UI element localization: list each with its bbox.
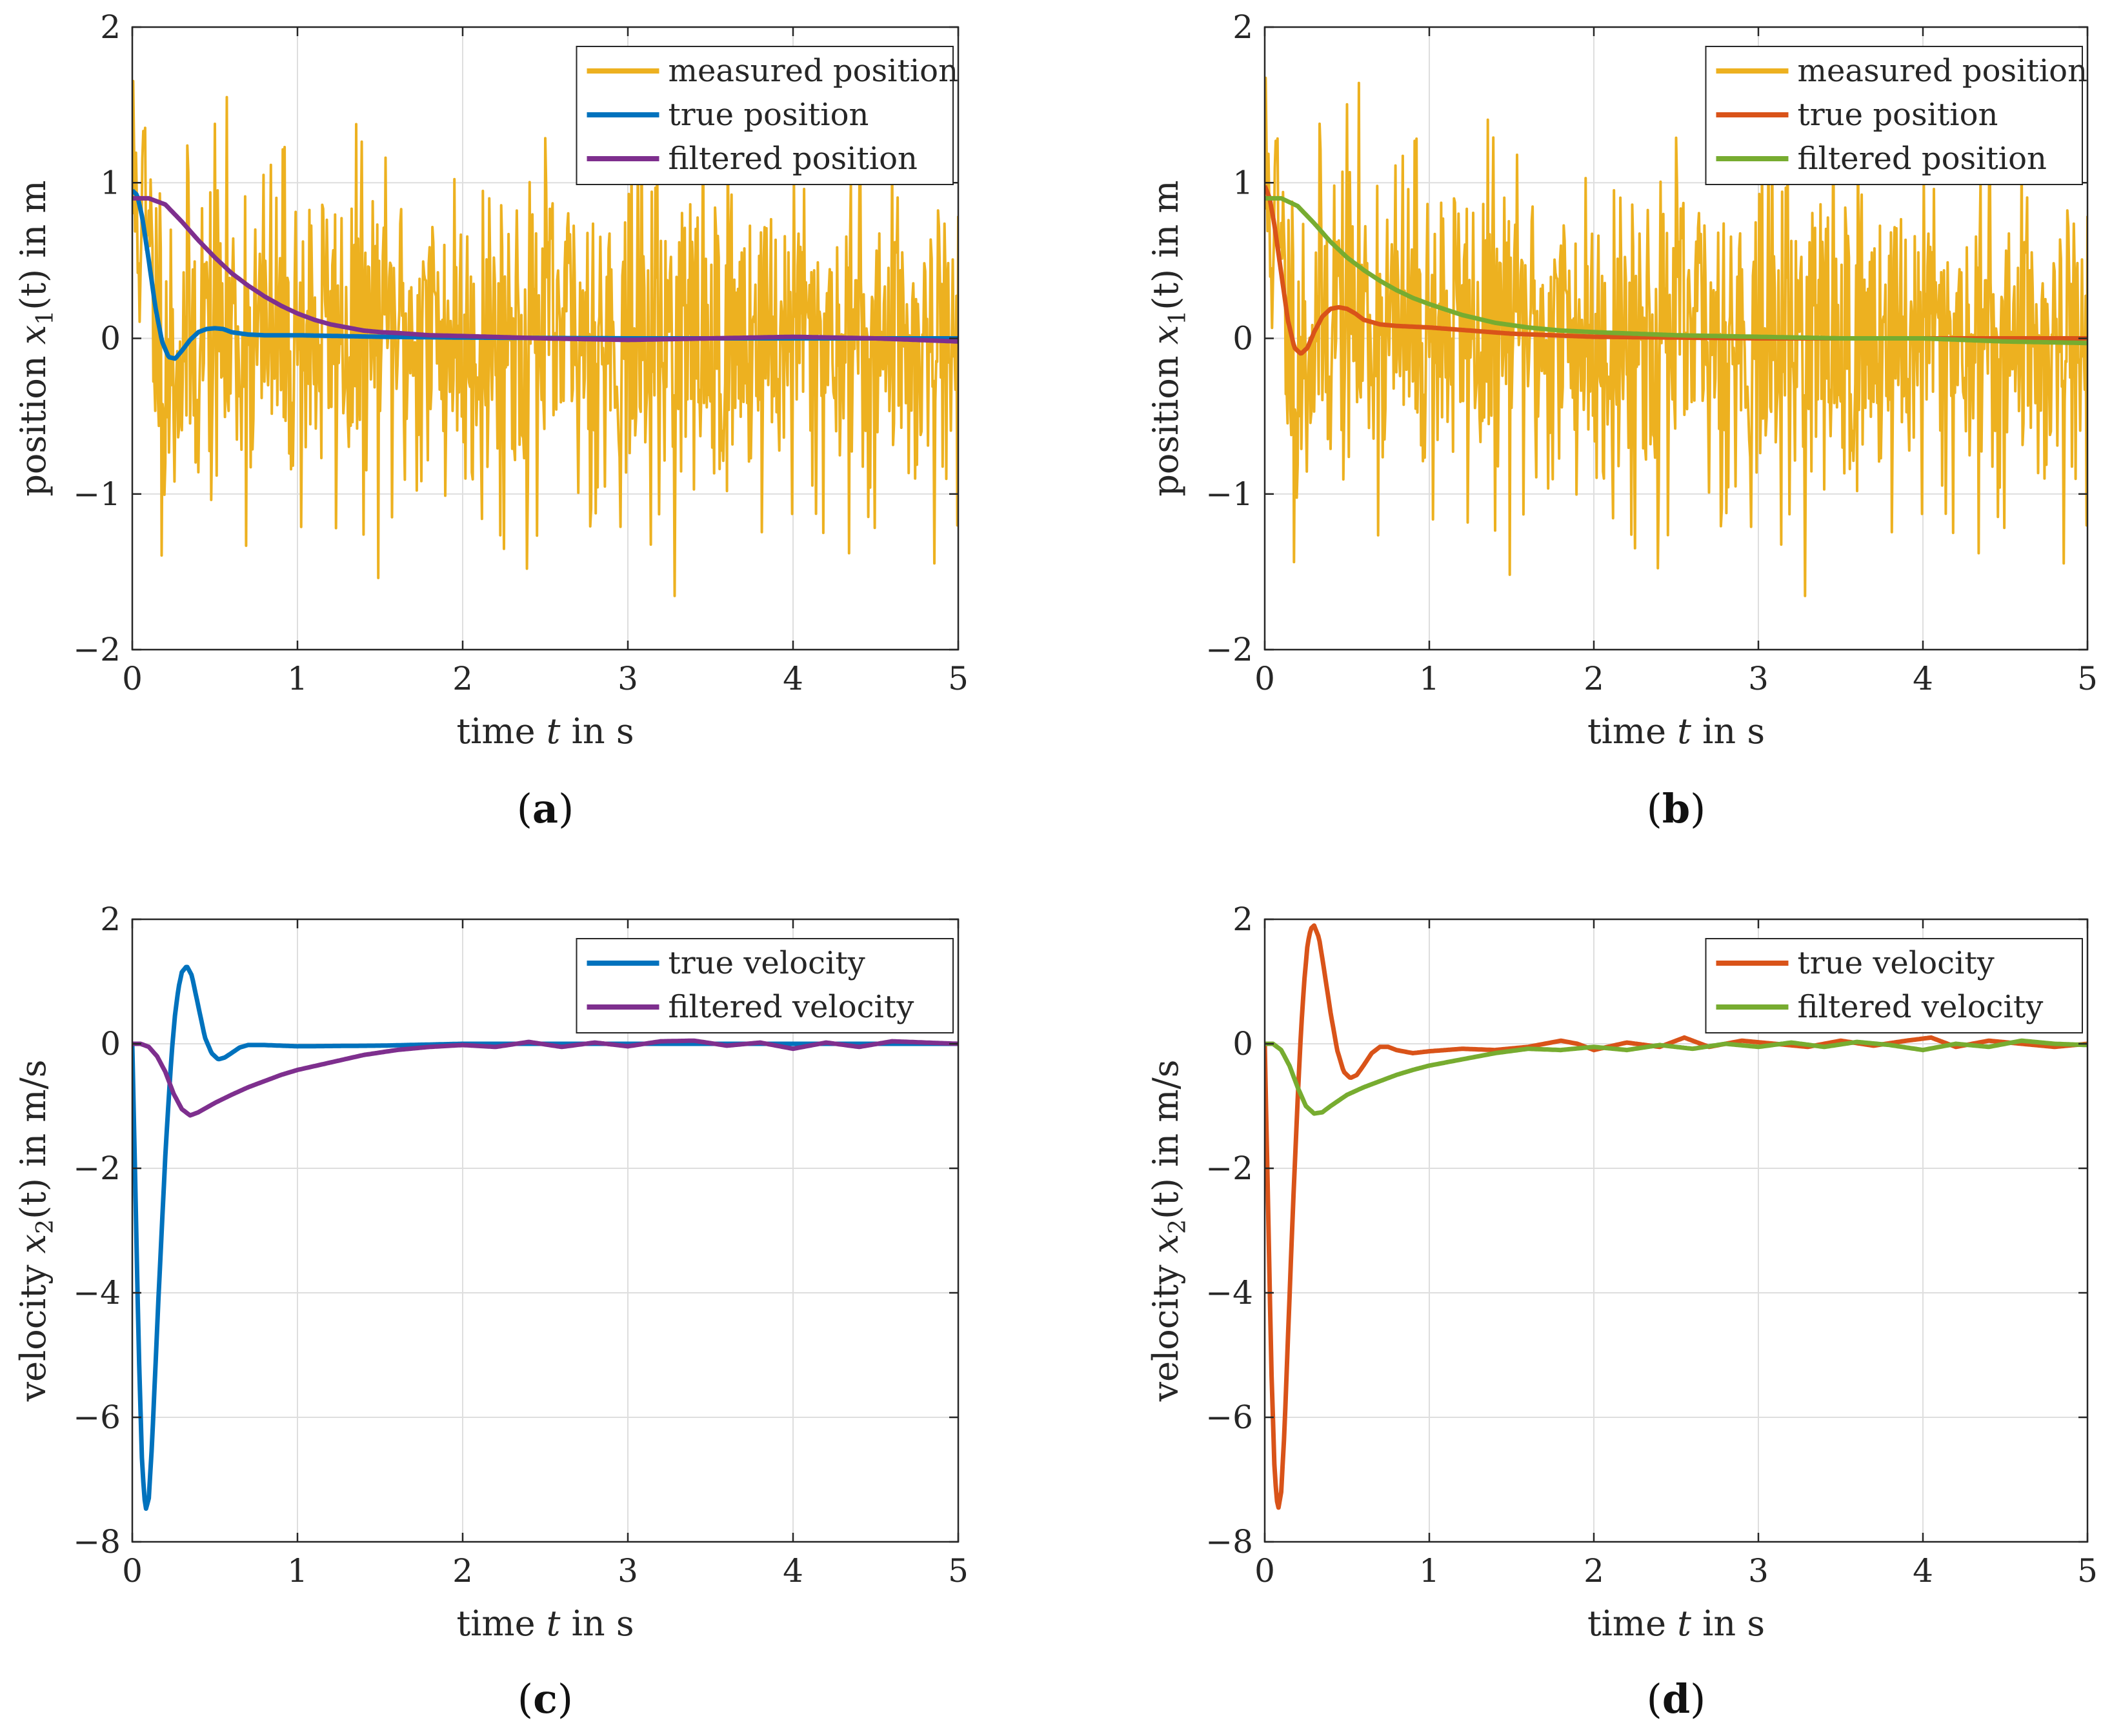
legend-entry: true velocity bbox=[669, 945, 865, 981]
y-tick-label: 1 bbox=[1232, 164, 1253, 201]
legend-entry: measured position bbox=[669, 53, 958, 89]
x-tick-label: 0 bbox=[122, 660, 143, 697]
y-tick-label: −2 bbox=[1205, 1150, 1253, 1187]
y-tick-label: −1 bbox=[1205, 475, 1253, 513]
y-tick-label: −4 bbox=[73, 1274, 121, 1312]
series-line-filtered-velocity bbox=[1265, 1038, 2087, 1116]
series-line-filtered-position bbox=[1265, 195, 2087, 346]
x-tick-label: 1 bbox=[287, 660, 308, 697]
panel-caption: (c) bbox=[518, 1675, 573, 1722]
y-tick-label: 0 bbox=[100, 320, 121, 357]
y-tick-label: 0 bbox=[100, 1025, 121, 1063]
legend-entry: true position bbox=[1798, 97, 1998, 133]
x-tick-label: 1 bbox=[1419, 660, 1440, 697]
y-tick-label: −8 bbox=[73, 1523, 121, 1561]
series-line-measured-position bbox=[1265, 76, 2087, 597]
chart-a: 0 1 2 3 4 5 −2 −1 0 1 2 time t in s position x1(t) i… bbox=[13, 8, 969, 832]
legend-box bbox=[576, 938, 954, 1033]
y-axis-label: velocity x2(t) in m/s bbox=[1145, 1060, 1191, 1402]
x-tick-label: 3 bbox=[1748, 1552, 1769, 1590]
y-tick-label: −4 bbox=[1205, 1274, 1253, 1312]
x-tick-label: 3 bbox=[1748, 660, 1769, 697]
x-tick-label: 4 bbox=[1913, 1552, 1933, 1590]
y-tick-label: −2 bbox=[1205, 631, 1253, 668]
legend: true velocity filtered velocity bbox=[576, 938, 954, 1033]
y-axis-label: position x1(t) in m bbox=[1145, 180, 1191, 496]
y-tick-label: 1 bbox=[100, 164, 121, 201]
x-axis-label: time t in s bbox=[456, 711, 634, 752]
x-tick-label: 0 bbox=[1254, 660, 1275, 697]
y-tick-label: −2 bbox=[73, 1150, 121, 1187]
legend-entry: filtered position bbox=[1798, 141, 2047, 177]
x-tick-label: 2 bbox=[452, 660, 473, 697]
x-tick-label: 2 bbox=[452, 1552, 473, 1590]
x-tick-label: 5 bbox=[2077, 660, 2098, 697]
x-tick-label: 4 bbox=[783, 1552, 803, 1590]
x-tick-label: 0 bbox=[1254, 1552, 1275, 1590]
chart-d: 0 1 2 3 4 5 −8 −6 −4 −2 0 2 time t in s velocity x2(t… bbox=[1145, 901, 2098, 1722]
x-axis-label: time t in s bbox=[456, 1603, 634, 1644]
y-tick-label: −8 bbox=[1205, 1523, 1253, 1561]
series-group bbox=[132, 79, 958, 597]
chart-c: 0 1 2 3 4 5 −8 −6 −4 −2 0 2 time t in s velocity x2(t… bbox=[13, 901, 969, 1722]
legend-entry: filtered position bbox=[669, 141, 918, 177]
x-axis-label: time t in s bbox=[1587, 711, 1765, 752]
series-line-filtered-velocity bbox=[132, 1038, 958, 1118]
x-tick-label: 1 bbox=[1419, 1552, 1440, 1590]
x-tick-label: 5 bbox=[2077, 1552, 2098, 1590]
series-line-measured-position bbox=[132, 79, 958, 597]
legend-entry: true velocity bbox=[1798, 945, 1995, 981]
y-tick-label: −6 bbox=[73, 1399, 121, 1436]
y-tick-label: 2 bbox=[1232, 8, 1253, 46]
series-group bbox=[132, 964, 958, 1511]
y-axis-label: position x1(t) in m bbox=[13, 180, 59, 496]
x-tick-label: 4 bbox=[783, 660, 803, 697]
y-tick-label: 2 bbox=[1232, 901, 1253, 938]
y-axis-label: velocity x2(t) in m/s bbox=[13, 1060, 59, 1402]
x-tick-label: 0 bbox=[122, 1552, 143, 1590]
legend-box bbox=[1705, 938, 2083, 1033]
legend-entry: measured position bbox=[1798, 53, 2087, 89]
axes-frame bbox=[1263, 918, 2089, 1543]
x-axis-label: time t in s bbox=[1587, 1603, 1765, 1644]
series-line-filtered-position bbox=[132, 195, 958, 344]
legend: true velocity filtered velocity bbox=[1705, 938, 2083, 1033]
x-tick-label: 2 bbox=[1584, 660, 1604, 697]
y-tick-label: −1 bbox=[73, 475, 121, 513]
legend-entry: true position bbox=[669, 97, 869, 133]
y-tick-label: 0 bbox=[1232, 1025, 1253, 1063]
x-tick-label: 3 bbox=[618, 660, 638, 697]
y-tick-label: −2 bbox=[73, 631, 121, 668]
x-tick-label: 5 bbox=[948, 660, 969, 697]
x-tick-label: 2 bbox=[1584, 1552, 1604, 1590]
x-tick-label: 5 bbox=[948, 1552, 969, 1590]
legend: measured position true position filtered p… bbox=[576, 46, 958, 185]
panel-caption: (a) bbox=[517, 785, 574, 832]
x-tick-label: 4 bbox=[1913, 660, 1933, 697]
panel-caption: (d) bbox=[1647, 1675, 1706, 1722]
chart-b: 0 1 2 3 4 5 −2 −1 0 1 2 time t in s position x1(t) i… bbox=[1145, 8, 2098, 832]
y-tick-label: −6 bbox=[1205, 1399, 1253, 1436]
y-tick-label: 2 bbox=[100, 901, 121, 938]
x-tick-label: 1 bbox=[287, 1552, 308, 1590]
series-group bbox=[1265, 923, 2087, 1510]
legend-entry: filtered velocity bbox=[1798, 989, 2044, 1025]
x-tick-label: 3 bbox=[618, 1552, 638, 1590]
panel-caption: (b) bbox=[1647, 785, 1706, 832]
legend: measured position true position filtered p… bbox=[1705, 46, 2087, 185]
series-group bbox=[1265, 76, 2087, 597]
y-tick-label: 2 bbox=[100, 8, 121, 46]
legend-entry: filtered velocity bbox=[669, 989, 914, 1025]
axes-frame bbox=[131, 918, 960, 1543]
y-tick-label: 0 bbox=[1232, 320, 1253, 357]
